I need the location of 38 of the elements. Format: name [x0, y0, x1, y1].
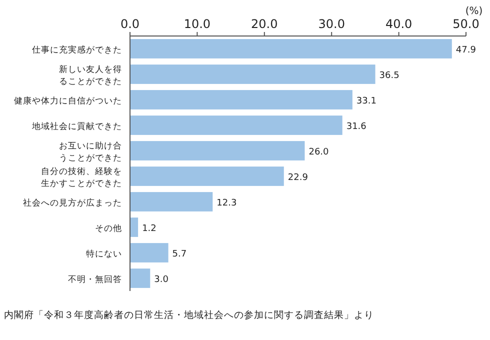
data-label: 22.9: [288, 172, 308, 183]
y-tick-label: その他: [95, 222, 122, 234]
y-tick-label: お互いに助け合うことができた: [59, 140, 122, 164]
data-label: 12.3: [216, 198, 237, 208]
x-tick-label: 50.0: [452, 17, 480, 31]
y-tick-label: 不明・無回答: [68, 274, 122, 285]
data-label: 36.5: [379, 70, 400, 81]
data-label: 26.0: [308, 147, 330, 158]
x-tick-label: 40.0: [385, 17, 412, 31]
text: 内閣府「令和３年度高齢者の日常生活・地域社会への参加に関する調査結果」より: [4, 309, 374, 321]
y-tick-label: 社会への見方が広まった: [23, 197, 122, 208]
data-label: 33.1: [356, 96, 376, 106]
x-tick-label: 0.0: [120, 17, 140, 31]
y-tick-label: 仕事に充実感ができた: [32, 44, 122, 56]
x-tick-label: 20.0: [251, 17, 278, 31]
y-tick-label: 新しい友人を得ることができた: [59, 64, 122, 87]
y-tick-label: 健康や体力に自信がついた: [14, 95, 122, 106]
y-tick-label: 地域社会に貢献できた: [31, 120, 122, 132]
bar: [130, 268, 150, 288]
y-tick-label: 特にない: [86, 248, 122, 260]
x-tick-label: 30.0: [318, 17, 345, 31]
bar: [130, 166, 284, 186]
bar: [130, 39, 452, 58]
y-tick-label: 自分の技術、経験を生かすことができた: [41, 166, 122, 189]
data-label: 3.0: [154, 274, 169, 285]
x-tick-label: 10.0: [184, 17, 211, 31]
data-label: 1.2: [142, 224, 156, 234]
bar: [130, 218, 138, 237]
bar: [130, 64, 376, 84]
data-label: 31.6: [346, 122, 367, 132]
bar: [130, 116, 342, 135]
bar: [130, 192, 213, 212]
data-label: 5.7: [172, 249, 187, 260]
bar: [130, 141, 305, 160]
bar: [130, 243, 168, 262]
data-label: 47.9: [456, 45, 476, 56]
bar: [130, 90, 352, 110]
x-axis-title: (%): [465, 6, 483, 17]
